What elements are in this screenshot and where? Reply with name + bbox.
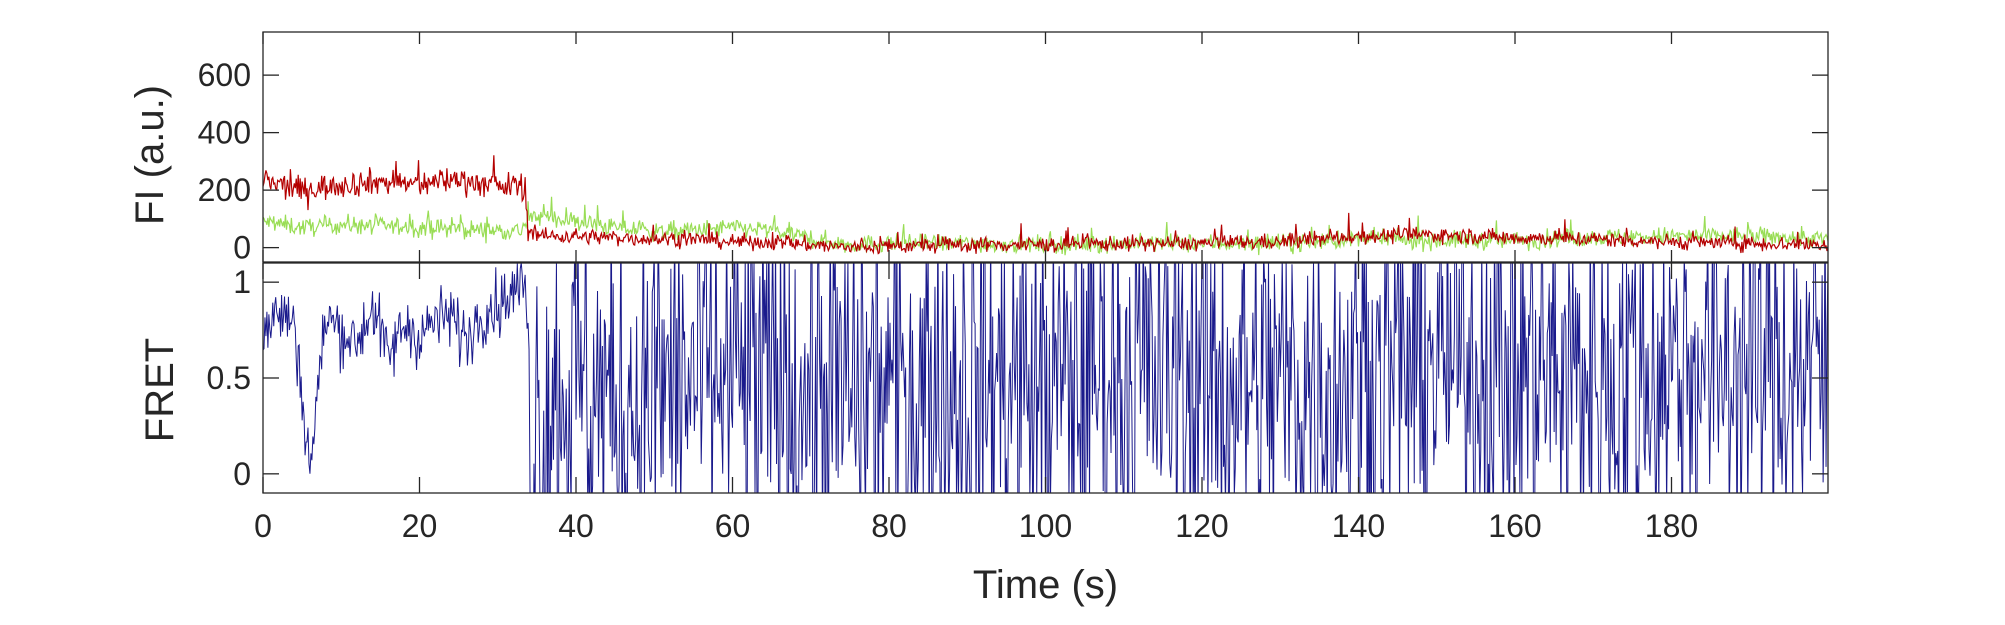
xlabel: Time (s) <box>973 563 1118 607</box>
bottom-xtick-label: 40 <box>558 508 594 544</box>
bottom-ytick-label: 1 <box>233 264 251 300</box>
top-ytick-label: 200 <box>198 172 251 208</box>
fret-series <box>263 263 1828 493</box>
top-ytick-label: 400 <box>198 115 251 151</box>
top-panel-series <box>263 155 1828 256</box>
bottom-xtick-label: 180 <box>1645 508 1698 544</box>
bottom-ylabel: FRET <box>138 338 182 442</box>
bottom-xtick-label: 160 <box>1488 508 1541 544</box>
bottom-xtick-label: 80 <box>871 508 907 544</box>
top-ytick-label: 600 <box>198 57 251 93</box>
axis-titles: FI (a.u.) FRET Time (s) <box>128 85 1118 607</box>
top-ytick-label: 0 <box>233 230 251 266</box>
bottom-ytick-label: 0.5 <box>207 360 251 396</box>
top-ylabel: FI (a.u.) <box>128 85 172 225</box>
bottom-xtick-label: 20 <box>402 508 438 544</box>
bottom-xtick-label: 120 <box>1175 508 1228 544</box>
bottom-panel-series <box>263 263 1828 493</box>
bottom-xtick-label: 60 <box>715 508 751 544</box>
fluorescence-series-2 <box>263 155 1828 255</box>
bottom-ytick-label: 0 <box>233 456 251 492</box>
bottom-xtick-label: 100 <box>1019 508 1072 544</box>
bottom-xtick-label: 0 <box>254 508 272 544</box>
bottom-xtick-label: 140 <box>1332 508 1385 544</box>
